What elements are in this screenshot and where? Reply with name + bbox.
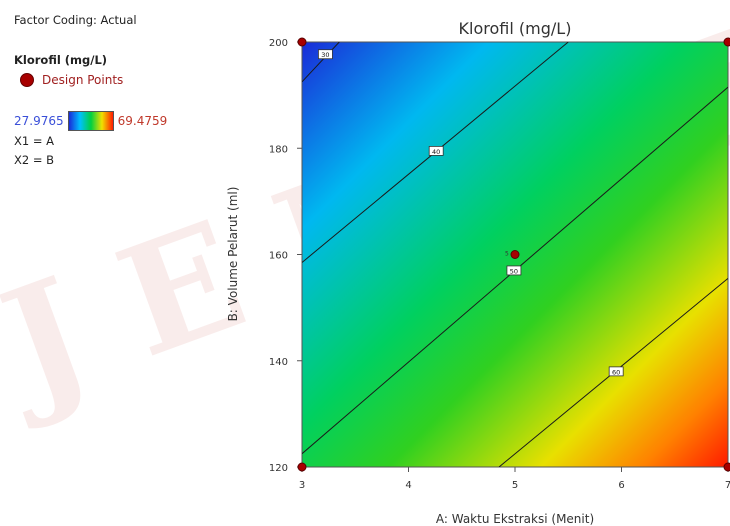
x-tick-label: 5 (512, 480, 518, 491)
response-name-label: Klorofil (mg/L) (14, 53, 108, 67)
color-scale-legend: 27.9765 69.4759 (14, 111, 167, 131)
x-tick-label: 4 (405, 480, 411, 491)
contour-label-50: 50 (510, 267, 518, 275)
design-point (297, 462, 307, 472)
y-tick-label: 120 (269, 463, 288, 474)
y-tick-label: 200 (269, 38, 288, 49)
x-tick-label: 7 (725, 480, 730, 491)
contour-label-box (608, 366, 624, 377)
contour-label-30: 30 (321, 51, 329, 59)
design-point (723, 462, 730, 472)
contour-label-40: 40 (432, 148, 440, 156)
y-tick-label: 140 (269, 357, 288, 368)
contour-label-60: 60 (612, 368, 620, 376)
factor-coding-label: Factor Coding: Actual (14, 13, 137, 27)
design-point-marker-icon (20, 73, 34, 87)
contour-label-box (318, 49, 333, 60)
design-point-count: 5 (505, 251, 509, 258)
x-axis-label: A: Waktu Ekstraksi (Menit) (436, 512, 594, 526)
x2-mapping-label: X2 = B (14, 153, 55, 167)
x-tick-label: 3 (299, 480, 305, 491)
y-tick-label: 180 (269, 144, 288, 155)
design-point (510, 250, 520, 259)
design-point (723, 37, 730, 47)
color-scale-bar (67, 111, 114, 131)
x1-mapping-label: X1 = A (14, 134, 55, 148)
contour-line-30 (302, 42, 340, 83)
contour-label-box (428, 146, 444, 156)
contour-label-box (506, 265, 522, 276)
chart-title: Klorofil (mg/L) (459, 19, 572, 38)
scale-min-label: 27.9765 (14, 114, 64, 128)
scale-max-label: 69.4759 (117, 114, 168, 128)
plot-area (301, 41, 729, 468)
design-point (297, 37, 307, 47)
x-tick-label: 6 (618, 480, 624, 491)
design-points-legend: Design Points (20, 73, 123, 87)
y-axis-label: B: Volume Pelarut (ml) (226, 187, 240, 322)
y-tick-label: 160 (269, 251, 288, 262)
design-points-label: Design Points (42, 73, 124, 87)
